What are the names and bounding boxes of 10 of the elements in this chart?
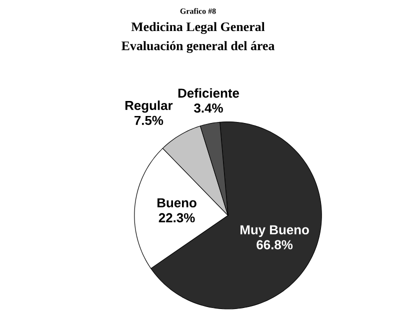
data-label: 66.8% xyxy=(256,240,293,250)
data-label: 22.3% xyxy=(158,213,195,222)
data-label: 3.4% xyxy=(194,103,223,113)
chart-subtitle: Evaluación general del área xyxy=(122,41,275,53)
chart-title: Medicina Legal General xyxy=(131,22,265,34)
slice-label: Bueno xyxy=(157,198,196,208)
slice-label: Deficiente xyxy=(178,88,240,98)
slice-label: Regular xyxy=(125,100,173,113)
slice-label: Muy Bueno xyxy=(240,225,309,237)
data-label: 7.5% xyxy=(134,116,164,125)
